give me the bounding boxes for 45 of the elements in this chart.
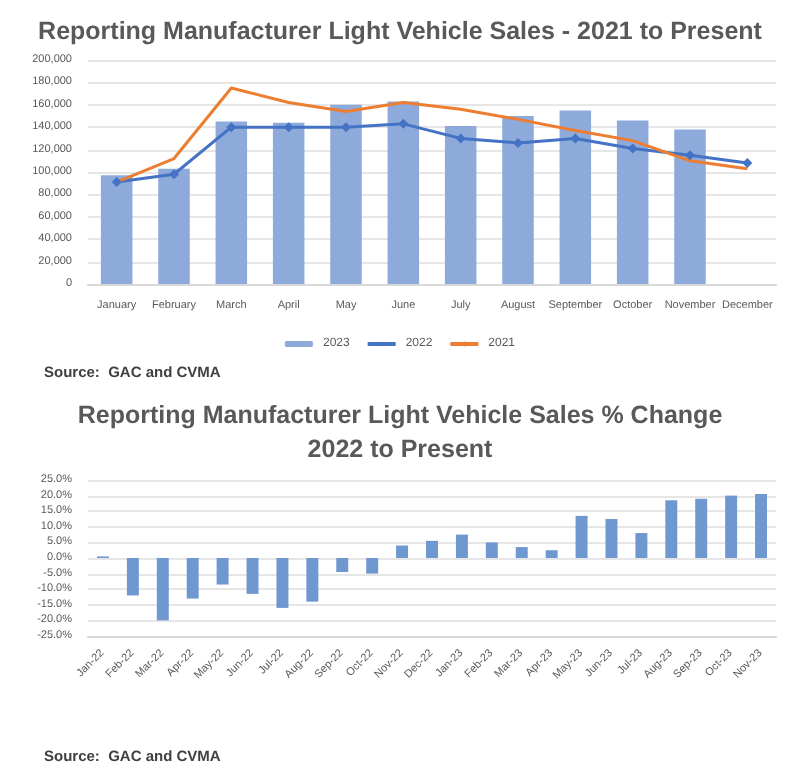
point [627, 143, 638, 154]
chart-title: Reporting Manufacturer Light Vehicle Sales - 2021 to Present [38, 17, 764, 45]
point [455, 133, 466, 144]
bar [396, 545, 409, 558]
bar [515, 547, 528, 558]
chart-title: Reporting Manufacturer Light Vehicle Sales % Change 2022 to Present [77, 401, 723, 463]
bar [100, 175, 133, 284]
bar [755, 494, 768, 558]
bar [216, 558, 229, 585]
point [169, 169, 179, 180]
bar [674, 129, 706, 284]
bar [455, 534, 468, 558]
bar [158, 168, 190, 284]
bar [186, 558, 199, 599]
bar [366, 558, 379, 574]
bar [502, 116, 534, 284]
bar [215, 121, 248, 284]
bar [156, 558, 169, 621]
bar [545, 550, 558, 558]
bar [306, 558, 319, 602]
point [685, 150, 695, 161]
bar [575, 515, 588, 558]
point [742, 158, 753, 169]
point [341, 122, 351, 133]
point [111, 177, 122, 188]
bar [426, 540, 438, 558]
bar [485, 542, 498, 558]
bar [695, 498, 708, 558]
bar [616, 120, 649, 284]
bar [559, 110, 592, 284]
bar [665, 500, 678, 558]
bar [246, 558, 259, 594]
bar [272, 122, 305, 284]
bar [276, 558, 289, 608]
bar [635, 533, 648, 558]
point [513, 137, 523, 148]
bar [387, 101, 420, 284]
bar [336, 558, 349, 573]
bar [126, 558, 139, 596]
bar [444, 126, 477, 284]
point [570, 133, 581, 144]
bar [725, 495, 738, 558]
point [398, 118, 409, 129]
bar [330, 104, 362, 284]
bar [605, 519, 618, 558]
